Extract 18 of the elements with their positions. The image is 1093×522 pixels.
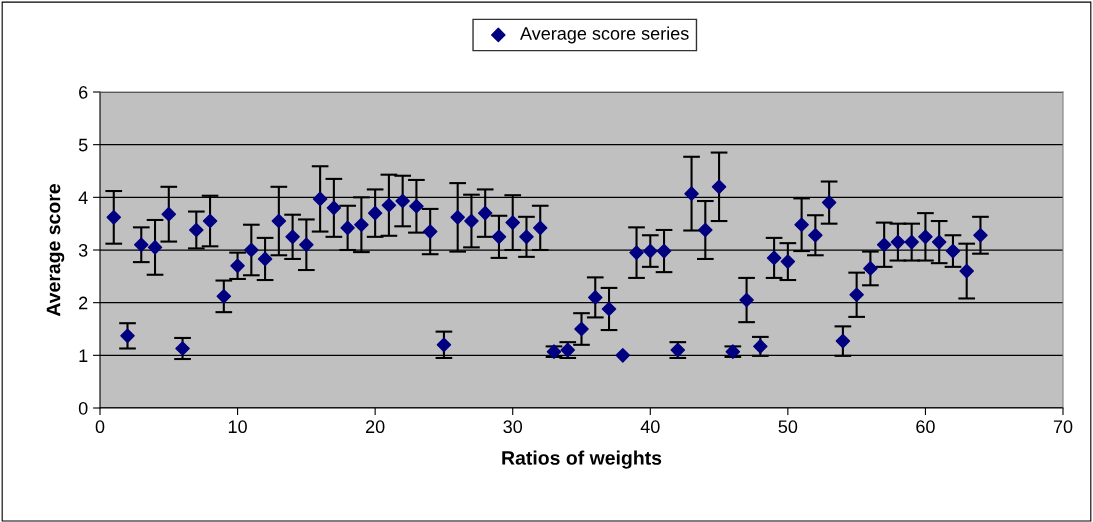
x-tick-label: 50 <box>778 420 798 434</box>
y-axis-title: Average score <box>46 184 65 317</box>
x-tick-label: 20 <box>366 420 385 434</box>
x-tick-label: 10 <box>228 420 247 434</box>
x-tick-label: 40 <box>640 420 660 434</box>
legend-label: Average score series <box>520 26 689 44</box>
y-tick-label: 0 <box>78 401 88 415</box>
x-axis-title: Ratios of weights <box>502 450 662 469</box>
y-tick-label: 4 <box>78 191 88 204</box>
y-tick-label: 6 <box>79 85 88 99</box>
y-tick-label: 1 <box>79 349 88 362</box>
y-tick-label: 2 <box>79 296 88 310</box>
y-tick-label: 3 <box>78 243 88 257</box>
x-tick-label: 60 <box>916 420 935 434</box>
x-tick-label: 70 <box>1053 420 1073 434</box>
x-tick-label: 0 <box>95 420 105 434</box>
y-tick-label: 5 <box>78 138 88 152</box>
x-tick-label: 30 <box>503 420 523 434</box>
